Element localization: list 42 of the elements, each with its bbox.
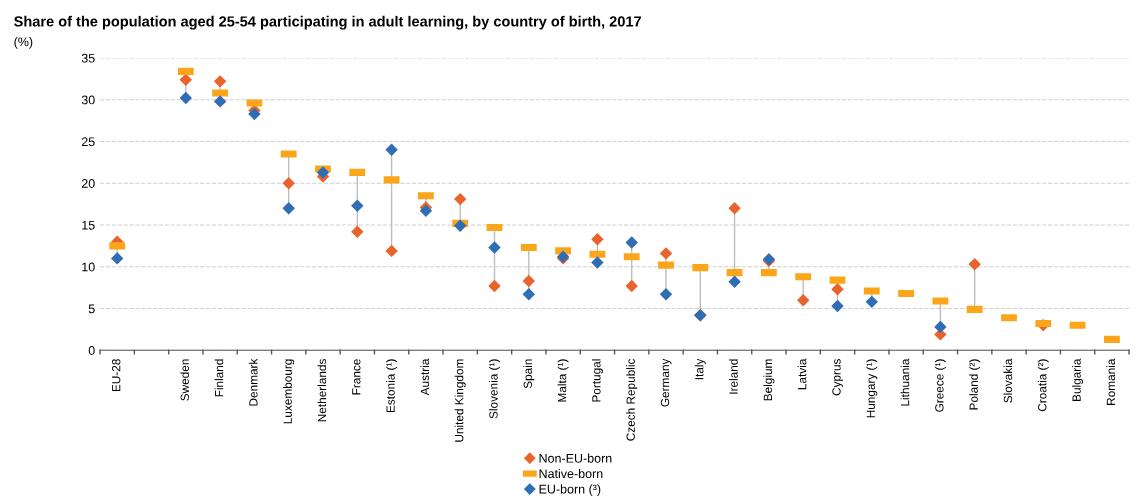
x-tick-label: United Kingdom: [454, 359, 466, 442]
x-tick-label: Luxembourg: [283, 359, 295, 424]
x-tick-label: Czech Republic: [626, 358, 638, 441]
x-tick-label: Italy: [694, 358, 706, 380]
y-tick-label: 25: [81, 137, 95, 147]
x-tick-label: Denmark: [248, 358, 258, 406]
x-tick-label: Estonia (¹): [386, 359, 398, 413]
y-tick-label: 15: [82, 220, 95, 230]
legend-label: Non-EU-born: [539, 453, 612, 463]
x-tick-label: Romania: [1106, 358, 1116, 405]
x-tick-label: Slovenia (¹): [489, 359, 500, 419]
x-tick-label: Poland (²): [969, 359, 981, 410]
y-tick-label: 0: [88, 346, 95, 355]
x-tick-label: Cyprus: [832, 359, 843, 396]
x-tick-label: France: [352, 359, 361, 395]
x-tick-label: Ireland: [729, 359, 738, 394]
x-tick-label: Lithuania: [900, 358, 910, 406]
x-tick-label: Portugal: [591, 359, 603, 402]
x-tick-label: Spain: [523, 359, 535, 389]
x-tick-label: Netherlands: [317, 359, 327, 422]
x-tick-label: Malta (¹): [557, 359, 569, 402]
y-axis-title: (%): [14, 37, 33, 49]
legend-label: Native-born: [539, 468, 603, 479]
y-tick-label: 5: [88, 304, 95, 314]
y-tick-label: 10: [82, 262, 95, 272]
y-tick-label: 20: [81, 179, 95, 188]
x-tick-label: Hungary (¹): [866, 359, 878, 418]
x-tick-label: Latvia: [797, 358, 807, 390]
chart-title: Share of the population aged 25-54 participating in adult learning, by country of birth, 2017: [14, 15, 641, 30]
x-tick-label: Austria: [420, 358, 430, 396]
x-tick-label: Germany: [660, 358, 672, 407]
x-tick-label: Belgium: [763, 359, 775, 401]
x-tick-label: Bulgaria: [1072, 358, 1084, 401]
y-tick-label: 35: [81, 53, 95, 63]
legend-label: EU-born (³): [539, 484, 601, 496]
x-tick-label: EU-28: [112, 359, 121, 392]
x-tick-label: Greece (¹): [934, 359, 946, 412]
x-tick-label: Sweden: [180, 359, 189, 401]
x-tick-label: Slovakia: [1003, 358, 1013, 403]
x-tick-label: Finland: [214, 359, 224, 397]
y-tick-label: 30: [81, 95, 95, 105]
x-tick-label: Croatia (²): [1037, 359, 1049, 412]
